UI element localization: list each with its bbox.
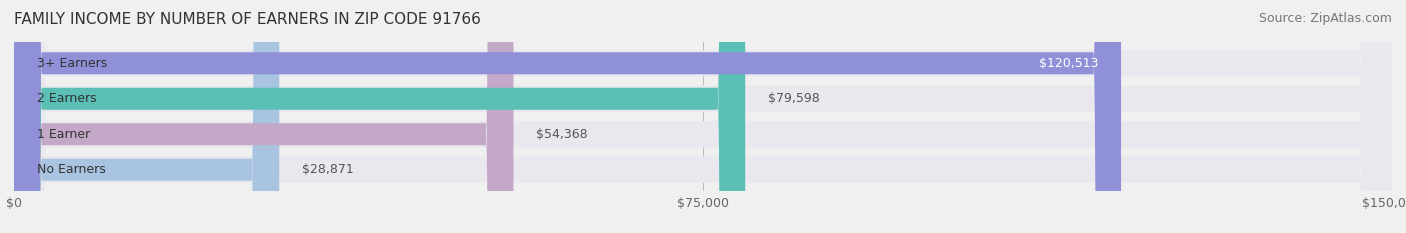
Text: $54,368: $54,368	[537, 128, 588, 141]
Text: No Earners: No Earners	[37, 163, 105, 176]
Text: FAMILY INCOME BY NUMBER OF EARNERS IN ZIP CODE 91766: FAMILY INCOME BY NUMBER OF EARNERS IN ZI…	[14, 12, 481, 27]
FancyBboxPatch shape	[14, 0, 280, 233]
FancyBboxPatch shape	[14, 0, 1392, 233]
FancyBboxPatch shape	[14, 0, 1121, 233]
Text: $79,598: $79,598	[768, 92, 820, 105]
FancyBboxPatch shape	[14, 0, 1392, 233]
Text: 2 Earners: 2 Earners	[37, 92, 97, 105]
Text: Source: ZipAtlas.com: Source: ZipAtlas.com	[1258, 12, 1392, 25]
FancyBboxPatch shape	[14, 0, 513, 233]
Text: $120,513: $120,513	[1039, 57, 1098, 70]
Text: 1 Earner: 1 Earner	[37, 128, 90, 141]
FancyBboxPatch shape	[14, 0, 1392, 233]
Text: $28,871: $28,871	[302, 163, 354, 176]
FancyBboxPatch shape	[14, 0, 1392, 233]
FancyBboxPatch shape	[14, 0, 745, 233]
Text: 3+ Earners: 3+ Earners	[37, 57, 107, 70]
